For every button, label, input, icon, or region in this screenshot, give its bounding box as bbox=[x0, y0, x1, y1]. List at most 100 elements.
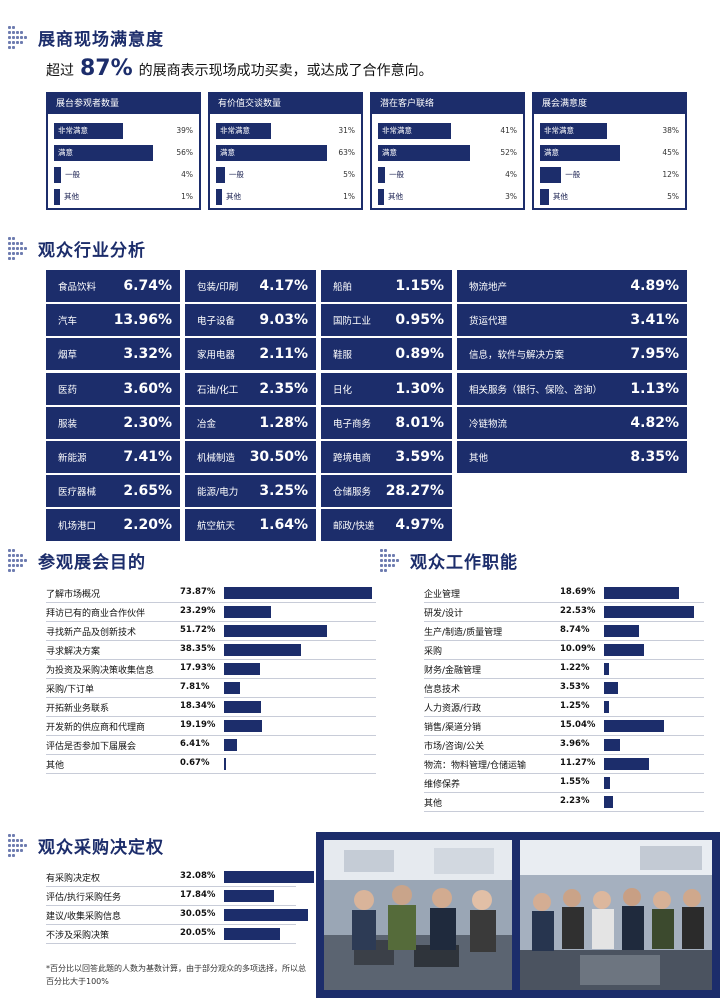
satisfaction-label: 其他 bbox=[552, 192, 568, 201]
industry-value: 7.95% bbox=[630, 346, 679, 363]
industry-value: 1.15% bbox=[395, 278, 444, 294]
satisfaction-row: 其他 1% bbox=[210, 187, 361, 207]
satisfaction-bar bbox=[54, 189, 60, 205]
job-list: 企业管理 18.69% 研发/设计 22.53% 生产/制造/质量管理 8.74% 采购 10… bbox=[424, 584, 704, 812]
purpose-bar bbox=[224, 720, 263, 732]
job-label: 研发/设计 bbox=[424, 609, 464, 619]
decision-label: 有采购决定权 bbox=[46, 874, 101, 884]
purpose-list: 了解市场概况 73.87% 拜访已有的商业合作伙伴 23.29% 寻找新产品及创新技术 5… bbox=[46, 584, 376, 774]
satisfaction-label: 满意 bbox=[220, 148, 235, 157]
satisfaction-pct: 5% bbox=[667, 192, 679, 201]
satisfaction-bar bbox=[540, 189, 549, 205]
purpose-bar bbox=[224, 701, 261, 713]
satisfaction-row: 非常满意 39% bbox=[48, 121, 199, 141]
job-row: 市场/咨询/公关 3.96% bbox=[424, 736, 704, 755]
industry-value: 0.95% bbox=[395, 312, 444, 329]
industry-label: 电子商务 bbox=[333, 418, 372, 430]
satisfaction-label: 非常满意 bbox=[382, 126, 412, 135]
job-bar bbox=[604, 739, 620, 751]
job-label: 财务/金融管理 bbox=[424, 666, 482, 676]
industry-label: 仓储服务 bbox=[333, 487, 372, 499]
job-row: 物流：物料管理/仓储运输 11.27% bbox=[424, 755, 704, 774]
job-bar bbox=[604, 663, 609, 675]
job-pct: 11.27% bbox=[560, 758, 596, 768]
purpose-pct: 38.35% bbox=[180, 644, 216, 654]
satisfaction-label: 非常满意 bbox=[58, 126, 88, 135]
industry-cell: 电子商务 8.01% bbox=[321, 406, 452, 439]
purpose-row: 为投资及采购决策收集信息 17.93% bbox=[46, 660, 376, 679]
industry-label: 国防工业 bbox=[333, 316, 372, 328]
decision-list: 有采购决定权 32.08% 评估/执行采购任务 17.84% 建议/收集采购信息 30.0… bbox=[46, 868, 314, 944]
industry-value: 1.13% bbox=[630, 380, 679, 397]
industry-label: 航空航天 bbox=[197, 521, 236, 533]
job-row: 采购 10.09% bbox=[424, 641, 704, 660]
industry-value: 2.65% bbox=[123, 483, 172, 500]
purpose-pct: 23.29% bbox=[180, 606, 216, 616]
section-header-job: 观众工作职能 bbox=[380, 545, 518, 575]
satisfaction-box: 有价值交谈数量 非常满意 31% 满意 63% 一般 5% 其他 1% bbox=[208, 92, 363, 210]
decision-pct: 20.05% bbox=[180, 928, 216, 938]
satisfaction-bar bbox=[378, 189, 384, 205]
job-pct: 2.23% bbox=[560, 796, 590, 806]
satisfaction-row: 满意 63% bbox=[210, 143, 361, 163]
satisfaction-box-title: 潜在客户联络 bbox=[372, 94, 523, 114]
dots-icon bbox=[8, 22, 30, 52]
subtitle-pre: 超过 bbox=[46, 63, 74, 79]
satisfaction-box-title: 有价值交谈数量 bbox=[210, 94, 361, 114]
industry-label: 邮政/快递 bbox=[333, 521, 375, 533]
industry-cell: 鞋服 0.89% bbox=[321, 338, 452, 371]
decision-label: 评估/执行采购任务 bbox=[46, 893, 122, 903]
industry-cell: 能源/电力 3.25% bbox=[185, 475, 316, 508]
satisfaction-label: 一般 bbox=[565, 170, 581, 179]
footnote: *百分比以回答此题的人数为基数计算，由于部分观众的多项选择，所以总百分比大于10… bbox=[46, 964, 306, 986]
decision-label: 建议/收集采购信息 bbox=[46, 912, 122, 922]
satisfaction-row: 其他 1% bbox=[48, 187, 199, 207]
job-bar bbox=[604, 777, 611, 789]
dots-icon bbox=[380, 545, 402, 575]
satisfaction-bar bbox=[54, 123, 123, 139]
satisfaction-label: 一般 bbox=[228, 170, 244, 179]
satisfaction-pct: 52% bbox=[500, 148, 517, 157]
industry-label: 船舶 bbox=[333, 282, 353, 293]
satisfaction-pct: 4% bbox=[505, 170, 517, 179]
subtitle: 超过 87% 的展商表示现场成功买卖，或达成了合作意向。 bbox=[46, 56, 433, 81]
purpose-bar bbox=[224, 758, 226, 770]
industry-label: 烟草 bbox=[58, 350, 78, 362]
decision-pct: 17.84% bbox=[180, 890, 216, 900]
job-pct: 18.69% bbox=[560, 587, 596, 597]
satisfaction-label: 满意 bbox=[382, 148, 397, 157]
job-pct: 1.55% bbox=[560, 777, 590, 787]
industry-value: 3.41% bbox=[630, 312, 679, 329]
satisfaction-label: 满意 bbox=[58, 148, 73, 157]
industry-label: 新能源 bbox=[58, 453, 87, 464]
satisfaction-row: 其他 5% bbox=[534, 187, 685, 207]
satisfaction-bar bbox=[540, 145, 620, 161]
industry-value: 4.82% bbox=[630, 414, 679, 431]
industry-value: 13.96% bbox=[113, 312, 172, 329]
satisfaction-box-title: 展会满意度 bbox=[534, 94, 685, 114]
purpose-label: 评估是否参加下届展会 bbox=[46, 742, 137, 752]
industry-value: 1.30% bbox=[395, 380, 444, 397]
purpose-row: 评估是否参加下届展会 6.41% bbox=[46, 736, 376, 755]
satisfaction-pct: 63% bbox=[338, 148, 355, 157]
purpose-pct: 7.81% bbox=[180, 682, 210, 692]
industry-cell: 机械制造 30.50% bbox=[185, 441, 316, 473]
purpose-label: 为投资及采购决策收集信息 bbox=[46, 666, 155, 676]
industry-cell: 服装 2.30% bbox=[46, 406, 180, 439]
job-pct: 1.25% bbox=[560, 701, 590, 711]
satisfaction-row: 非常满意 41% bbox=[372, 121, 523, 141]
satisfaction-row: 一般 12% bbox=[534, 165, 685, 185]
job-pct: 22.53% bbox=[560, 606, 596, 616]
satisfaction-pct: 5% bbox=[343, 170, 355, 179]
satisfaction-row: 其他 3% bbox=[372, 187, 523, 207]
industry-cell: 医药 3.60% bbox=[46, 372, 180, 405]
job-label: 其他 bbox=[424, 799, 443, 809]
industry-label: 服装 bbox=[58, 418, 78, 430]
purpose-label: 拜访已有的商业合作伙伴 bbox=[46, 609, 146, 619]
decision-bar bbox=[224, 890, 274, 902]
satisfaction-bar bbox=[540, 167, 562, 183]
industry-value: 2.20% bbox=[123, 517, 172, 534]
job-row: 信息技术 3.53% bbox=[424, 679, 704, 698]
exhibition-photo-left bbox=[324, 840, 512, 990]
job-label: 企业管理 bbox=[424, 590, 461, 600]
